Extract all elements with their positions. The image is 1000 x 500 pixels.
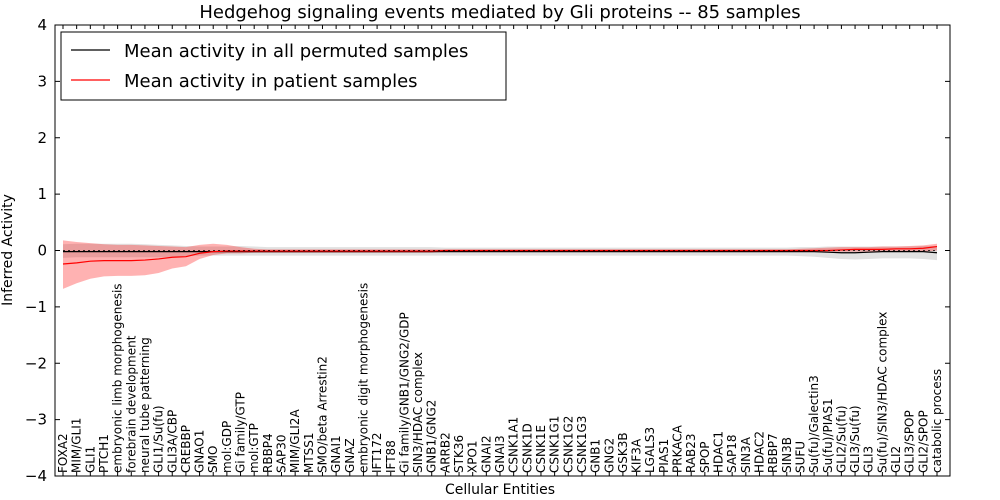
x-category-label: MIM/GLI1 <box>70 418 84 473</box>
x-category-label: GNAO1 <box>193 430 207 473</box>
x-category-label: CSNK1G1 <box>548 416 562 473</box>
x-category-labels: FOXA2 MIM/GLI1 GLI1 PTCH1 embryonic limb mor… <box>56 283 944 473</box>
x-category-label: ARRB2 <box>438 432 452 473</box>
x-category-label: embryonic limb morphogenesis <box>111 283 125 473</box>
x-axis-label: Cellular Entities <box>445 482 555 498</box>
x-category-label: Gi family/GTP <box>234 392 248 473</box>
series-lines <box>62 245 938 265</box>
x-category-label: SIN3/HDAC complex <box>411 352 425 473</box>
x-category-label: GSK3B <box>616 432 630 473</box>
x-category-label: embryonic digit morphogenesis <box>356 283 370 473</box>
y-axis-label: Inferred Activity <box>0 194 16 306</box>
x-category-label: HDAC1 <box>712 431 726 473</box>
x-category-label: STK36 <box>452 435 466 473</box>
x-category-label: GLI2 <box>889 446 903 473</box>
x-category-label: GNG2 <box>602 438 616 473</box>
y-tick-label: 0 <box>37 242 47 260</box>
x-category-label: neural tube patterning <box>138 337 152 473</box>
x-category-label: GLI2/Su(fu) <box>834 405 848 473</box>
y-tick-label: 1 <box>37 185 47 203</box>
x-category-label: SIN3A <box>739 436 753 473</box>
x-category-label: RBBP4 <box>261 433 275 473</box>
x-category-label: GNB1 <box>589 439 603 473</box>
x-category-label: IFT88 <box>384 440 398 473</box>
y-tick-label: −2 <box>25 354 47 372</box>
confidence-bands <box>63 240 937 289</box>
y-tick-label: −1 <box>25 298 47 316</box>
x-category-label: PRKACA <box>671 424 685 473</box>
legend: Mean activity in all permuted samples Me… <box>60 31 507 101</box>
x-category-label: PIAS1 <box>657 439 671 473</box>
chart-title: Hedgehog signaling events mediated by Gl… <box>199 2 800 23</box>
x-category-label: CSNK1G2 <box>561 416 575 473</box>
band-patient <box>63 240 937 289</box>
x-category-label: SIN3B <box>780 437 794 473</box>
x-category-label: GLI3 <box>862 446 876 473</box>
x-category-label: GLI1/Su(fu) <box>152 405 166 473</box>
y-tick-label: −3 <box>25 411 47 429</box>
x-category-label: Gi family/GNB1/GNG2/GDP <box>397 312 411 473</box>
x-category-label: MIM/GLI2A <box>288 409 302 473</box>
x-category-label: LGALS3 <box>643 427 657 473</box>
x-category-label: RBBP7 <box>766 433 780 473</box>
x-category-label: Su(fu)/PIAS1 <box>821 398 835 473</box>
x-category-label: SMO <box>206 446 220 473</box>
x-category-label: GNAI1 <box>329 435 343 473</box>
y-tick-label: 4 <box>37 16 47 34</box>
x-category-label: CSNK1E <box>534 425 548 473</box>
line-patient <box>62 245 938 265</box>
x-category-label: IFT172 <box>370 433 384 473</box>
x-category-label: SAP30 <box>275 434 289 473</box>
x-category-label: GLI2/SPOP <box>916 410 930 473</box>
x-category-label: catabolic process <box>930 369 944 473</box>
x-axis-ticks <box>62 25 938 476</box>
y-tick-label: 3 <box>37 72 47 90</box>
legend-box <box>60 31 507 101</box>
x-category-label: KIF3A <box>630 438 644 473</box>
legend-label-patient: Mean activity in patient samples <box>124 71 418 92</box>
x-category-label: FOXA2 <box>56 433 70 473</box>
x-category-label: CREBBP <box>179 425 193 473</box>
x-category-label: PTCH1 <box>97 434 111 473</box>
x-category-label: RAB23 <box>684 433 698 473</box>
x-category-label: GLI3A/CBP <box>165 410 179 473</box>
x-category-label: SPOP <box>698 441 712 473</box>
x-category-label: SMO/beta Arrestin2 <box>315 356 329 473</box>
y-axis-ticks: −4 −3 −2 −1 0 1 2 3 4 <box>25 16 950 485</box>
x-category-label: MTSS1 <box>302 432 316 473</box>
x-category-label: GLI1 <box>83 446 97 473</box>
y-tick-label: −4 <box>25 467 47 485</box>
x-category-label: GNAI3 <box>493 435 507 473</box>
x-category-label: XPO1 <box>466 440 480 473</box>
x-category-label: SUFU <box>793 441 807 473</box>
x-category-label: Su(fu)/SIN3/HDAC complex <box>875 312 889 473</box>
x-category-label: CSNK1A1 <box>507 417 521 473</box>
legend-label-permuted: Mean activity in all permuted samples <box>124 41 468 62</box>
x-category-label: mol:GTP <box>247 423 261 473</box>
x-category-label: forebrain development <box>124 335 138 473</box>
x-category-label: GNB1/GNG2 <box>425 400 439 473</box>
y-tick-label: 2 <box>37 129 47 147</box>
x-category-label: mol:GDP <box>220 421 234 473</box>
x-category-label: CSNK1D <box>520 423 534 473</box>
x-category-label: GLI3/SPOP <box>903 410 917 473</box>
x-category-label: GLI3/Su(fu) <box>848 405 862 473</box>
x-category-label: HDAC2 <box>752 431 766 473</box>
x-category-label: GNAI2 <box>479 435 493 473</box>
x-category-label: CSNK1G3 <box>575 416 589 473</box>
x-category-label: Su(fu)/Galectin3 <box>807 375 821 473</box>
x-category-label: GNAZ <box>343 438 357 473</box>
x-category-label: SAP18 <box>725 434 739 473</box>
